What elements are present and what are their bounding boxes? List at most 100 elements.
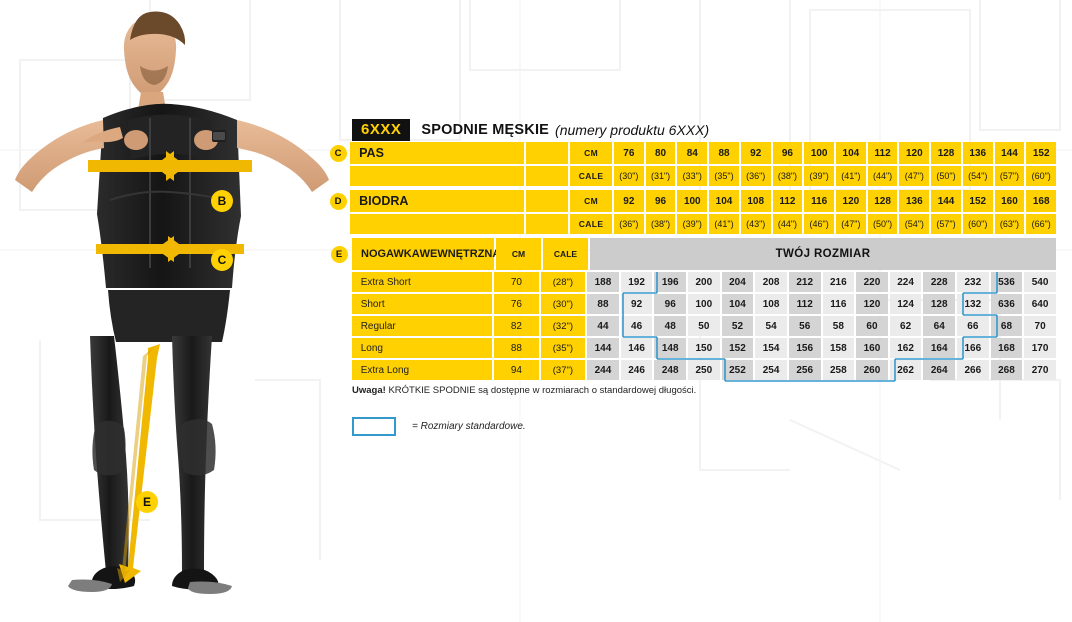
size-cell-2-9[interactable]: 62 bbox=[889, 316, 922, 336]
size-cell-3-10[interactable]: 164 bbox=[923, 338, 956, 358]
cell-waist-cale-6: (39") bbox=[804, 166, 835, 186]
size-cell-0-4[interactable]: 204 bbox=[721, 272, 754, 292]
size-cell-0-13[interactable]: 540 bbox=[1024, 272, 1056, 292]
cell-hips-cm-11: 152 bbox=[962, 190, 993, 212]
measure-rows: C PAS CM 76 80 84 88 92 96 100 104 112 120 128 136 144 1… bbox=[326, 142, 1057, 238]
size-cell-3-2[interactable]: 148 bbox=[654, 338, 687, 358]
size-cell-1-5[interactable]: 108 bbox=[755, 294, 787, 314]
size-cell-3-4[interactable]: 152 bbox=[721, 338, 754, 358]
cell-waist-cm-7: 104 bbox=[836, 142, 866, 164]
size-cell-2-3[interactable]: 50 bbox=[688, 316, 720, 336]
marker-e-inseam-photo: E bbox=[136, 491, 158, 513]
leg-section-label: NOGAWKA WEWNĘTRZNA bbox=[352, 238, 500, 270]
size-cell-1-12[interactable]: 636 bbox=[990, 294, 1023, 314]
size-cell-1-4[interactable]: 104 bbox=[721, 294, 754, 314]
size-cell-0-9[interactable]: 224 bbox=[889, 272, 922, 292]
size-cell-2-2[interactable]: 48 bbox=[654, 316, 687, 336]
size-cell-1-6[interactable]: 112 bbox=[788, 294, 821, 314]
cell-waist-cale-9: (47") bbox=[899, 166, 930, 186]
size-cell-0-3[interactable]: 200 bbox=[688, 272, 720, 292]
size-cell-4-3[interactable]: 250 bbox=[688, 360, 720, 380]
size-cell-1-3[interactable]: 100 bbox=[688, 294, 720, 314]
cell-hips-cale-3: (41") bbox=[709, 214, 739, 234]
size-cell-3-9[interactable]: 162 bbox=[889, 338, 922, 358]
size-cell-2-5[interactable]: 54 bbox=[755, 316, 787, 336]
size-cell-1-11[interactable]: 132 bbox=[957, 294, 989, 314]
size-cell-0-6[interactable]: 212 bbox=[788, 272, 821, 292]
cell-waist-cm-10: 128 bbox=[931, 142, 961, 164]
leg-cm-2: 82 bbox=[494, 316, 539, 336]
leg-cale-4: (37") bbox=[540, 360, 586, 380]
size-cell-3-0[interactable]: 144 bbox=[587, 338, 619, 358]
size-cell-0-10[interactable]: 228 bbox=[923, 272, 956, 292]
size-cell-0-0[interactable]: 188 bbox=[587, 272, 619, 292]
size-cell-4-4[interactable]: 252 bbox=[721, 360, 754, 380]
cell-hips-cm-3: 104 bbox=[709, 190, 739, 212]
size-cell-4-7[interactable]: 258 bbox=[822, 360, 855, 380]
size-cell-4-11[interactable]: 266 bbox=[957, 360, 989, 380]
cell-hips-cale-0: (36") bbox=[613, 214, 644, 234]
size-chart: 6XXX SPODNIE MĘSKIE (numery produktu 6XX… bbox=[326, 118, 1057, 436]
size-cell-1-7[interactable]: 116 bbox=[822, 294, 855, 314]
model-photo bbox=[15, 11, 329, 594]
size-cell-4-2[interactable]: 248 bbox=[654, 360, 687, 380]
size-cell-4-13[interactable]: 270 bbox=[1024, 360, 1056, 380]
size-cell-1-10[interactable]: 128 bbox=[923, 294, 956, 314]
size-cell-1-8[interactable]: 120 bbox=[856, 294, 888, 314]
size-cell-2-13[interactable]: 70 bbox=[1024, 316, 1056, 336]
label-waist bbox=[350, 166, 525, 186]
size-cell-3-7[interactable]: 158 bbox=[822, 338, 855, 358]
size-cell-3-1[interactable]: 146 bbox=[620, 338, 653, 358]
size-cell-2-8[interactable]: 60 bbox=[856, 316, 888, 336]
size-cell-1-0[interactable]: 88 bbox=[587, 294, 619, 314]
size-cell-4-8[interactable]: 260 bbox=[856, 360, 888, 380]
size-cell-4-1[interactable]: 246 bbox=[620, 360, 653, 380]
size-cell-4-6[interactable]: 256 bbox=[788, 360, 821, 380]
size-cell-0-8[interactable]: 220 bbox=[856, 272, 888, 292]
size-cell-2-1[interactable]: 46 bbox=[620, 316, 653, 336]
size-cell-0-1[interactable]: 192 bbox=[620, 272, 653, 292]
leg-label-3: Long bbox=[351, 338, 493, 358]
cell-waist-cale-4: (36") bbox=[740, 166, 771, 186]
size-cell-2-4[interactable]: 52 bbox=[721, 316, 754, 336]
size-cell-1-1[interactable]: 92 bbox=[620, 294, 653, 314]
label-hips: BIODRA bbox=[350, 190, 525, 212]
marker-waist-row: C bbox=[326, 142, 350, 164]
size-cell-4-5[interactable]: 254 bbox=[755, 360, 787, 380]
size-cell-2-11[interactable]: 66 bbox=[957, 316, 989, 336]
marker-hips-row: D bbox=[326, 190, 350, 212]
size-cell-4-12[interactable]: 268 bbox=[990, 360, 1023, 380]
cell-waist-cm-4: 92 bbox=[740, 142, 771, 164]
size-cell-3-3[interactable]: 150 bbox=[688, 338, 720, 358]
size-cell-2-10[interactable]: 64 bbox=[923, 316, 956, 336]
size-cell-1-2[interactable]: 96 bbox=[654, 294, 687, 314]
size-cell-3-11[interactable]: 166 bbox=[957, 338, 989, 358]
size-cell-4-10[interactable]: 264 bbox=[923, 360, 956, 380]
size-cell-3-5[interactable]: 154 bbox=[755, 338, 787, 358]
size-cell-3-6[interactable]: 156 bbox=[788, 338, 821, 358]
size-cell-0-12[interactable]: 536 bbox=[990, 272, 1023, 292]
size-cell-2-7[interactable]: 58 bbox=[822, 316, 855, 336]
size-cell-4-0[interactable]: 244 bbox=[587, 360, 619, 380]
cell-waist-cm-1: 80 bbox=[645, 142, 676, 164]
size-cell-3-8[interactable]: 160 bbox=[856, 338, 888, 358]
row-hips-cale: CALE (36") (38") (39") (41") (43") (44") (46")(… bbox=[326, 214, 1057, 234]
cell-hips-cale-8: (50") bbox=[867, 214, 898, 234]
leg-row-0: Extra Short 70 (28") 188 192 196 200 204 208 212 2… bbox=[326, 272, 1056, 292]
size-cell-4-9[interactable]: 262 bbox=[889, 360, 922, 380]
size-cell-1-9[interactable]: 124 bbox=[889, 294, 922, 314]
size-cell-0-5[interactable]: 208 bbox=[755, 272, 787, 292]
size-cell-0-2[interactable]: 196 bbox=[654, 272, 687, 292]
size-cell-2-0[interactable]: 44 bbox=[587, 316, 619, 336]
leg-label-1: Short bbox=[351, 294, 493, 314]
page-subtitle: (numery produktu 6XXX) bbox=[555, 122, 710, 138]
size-cell-3-12[interactable]: 168 bbox=[990, 338, 1023, 358]
size-cell-2-6[interactable]: 56 bbox=[788, 316, 821, 336]
leg-unit-cale: CALE bbox=[543, 238, 588, 270]
size-cell-0-7[interactable]: 216 bbox=[822, 272, 855, 292]
size-cell-0-11[interactable]: 232 bbox=[957, 272, 989, 292]
size-cell-3-13[interactable]: 170 bbox=[1024, 338, 1056, 358]
size-cell-2-12[interactable]: 68 bbox=[990, 316, 1023, 336]
leg-label-0: Extra Short bbox=[351, 272, 493, 292]
size-cell-1-13[interactable]: 640 bbox=[1024, 294, 1056, 314]
